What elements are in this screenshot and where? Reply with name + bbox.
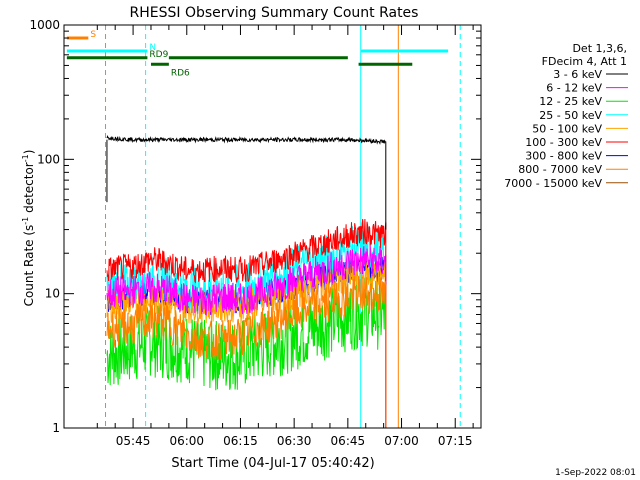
x-axis: 05:45 06:00 06:15 06:30 06:45 07:00 07:15	[96, 25, 474, 448]
y-tick-label-0: 1	[52, 421, 60, 435]
series-line-7	[106, 275, 387, 428]
legend-entry-1: 6 - 12 keV	[546, 82, 602, 95]
footer-date: 1-Sep-2022 08:01	[555, 468, 636, 478]
y-axis-label-sup-1: -1	[21, 217, 30, 225]
legend-entry-7: 800 - 7000 keV	[518, 163, 602, 176]
chart-title: RHESSI Observing Summary Count Rates	[130, 5, 419, 21]
y-axis: 1 10 100 1000	[29, 18, 481, 435]
legend-entry-0: 3 - 6 keV	[553, 68, 602, 81]
y-tick-label-3: 1000	[29, 18, 60, 32]
flag-label-rd9: RD9	[149, 50, 168, 60]
y-axis-label-mid: detector	[22, 162, 36, 217]
x-axis-label: Start Time (04-Jul-17 05:40:42)	[171, 456, 374, 471]
legend-entry-3: 25 - 50 keV	[539, 109, 602, 122]
flag-label-s: S	[90, 30, 96, 40]
x-tick-label-5: 07:00	[384, 434, 419, 448]
x-tick-label-6: 07:15	[438, 434, 473, 448]
series-line-0	[106, 135, 387, 230]
plot-frame	[63, 24, 482, 429]
x-tick-label-0: 05:45	[116, 434, 151, 448]
legend-entry-2: 12 - 25 keV	[539, 95, 602, 108]
y-axis-label-main: Count Rate (s	[22, 225, 36, 307]
flag-label-rd6: RD6	[171, 68, 190, 78]
y-tick-label-2: 100	[37, 152, 60, 166]
legend-entry-8: 7000 - 15000 keV	[504, 177, 602, 190]
series-line-1	[106, 244, 387, 428]
x-tick-label-3: 06:30	[277, 434, 312, 448]
y-axis-label: Count Rate (s-1 detector-1)	[21, 150, 36, 307]
x-tick-label-4: 06:45	[331, 434, 366, 448]
legend-entry-4: 50 - 100 keV	[532, 122, 602, 135]
y-axis-label-end: )	[22, 150, 36, 155]
x-tick-label-2: 06:15	[223, 434, 258, 448]
series-line-5	[106, 218, 387, 428]
flag-label-n: N	[149, 43, 156, 53]
y-axis-label-sup-2: -1	[21, 154, 30, 162]
legend-header-1: FDecim 4, Att 1	[542, 55, 627, 68]
legend-header-0: Det 1,3,6,	[572, 42, 627, 55]
legend-entry-5: 100 - 300 keV	[525, 136, 602, 149]
x-tick-label-1: 06:00	[169, 434, 204, 448]
legend-entry-6: 300 - 800 keV	[525, 150, 602, 163]
y-tick-label-1: 10	[45, 287, 60, 301]
